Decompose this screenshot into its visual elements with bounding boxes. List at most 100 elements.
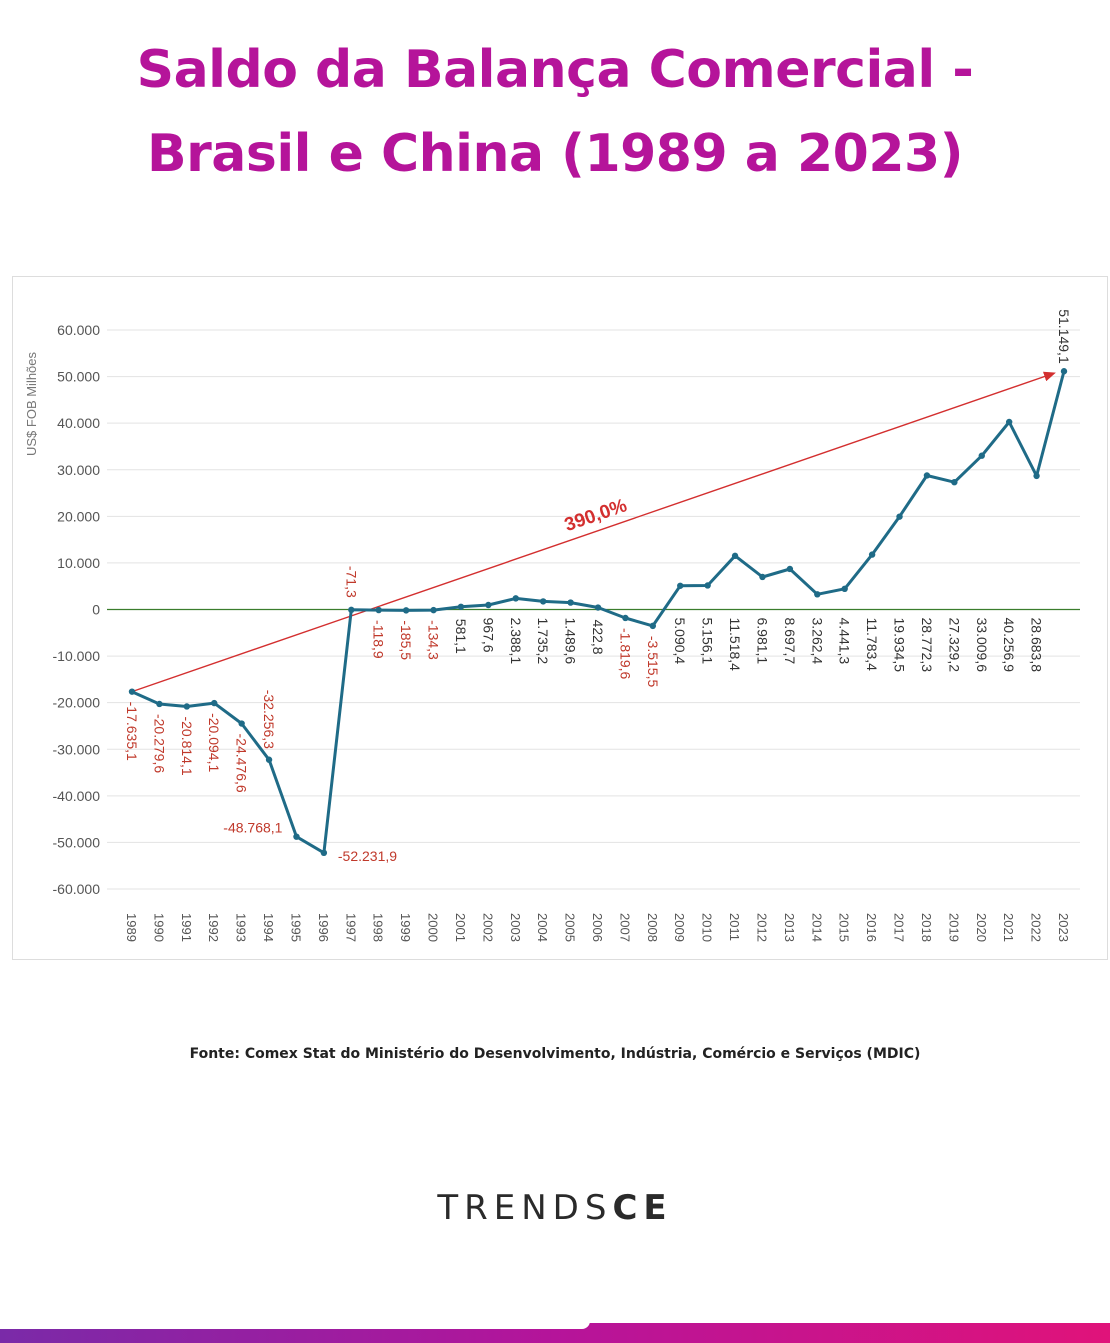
x-tick-label: 2001 <box>453 913 468 942</box>
data-label: 5.156,1 <box>700 618 716 665</box>
data-label: -20.279,6 <box>151 714 167 773</box>
data-point <box>594 604 602 611</box>
data-point <box>293 833 300 840</box>
x-tick-label: 2023 <box>1056 913 1071 942</box>
data-point <box>759 573 766 581</box>
data-label: 33.009,6 <box>974 618 990 673</box>
data-label: 2.388,1 <box>508 618 524 665</box>
x-tick-label: 2003 <box>508 913 523 942</box>
data-point <box>430 606 437 614</box>
x-tick-label: 1996 <box>316 913 331 942</box>
line-chart: 60.000 50.000 40.000 30.000 20.000 10.000 0 -10… <box>12 276 1108 960</box>
data-point <box>1033 472 1040 480</box>
data-point <box>183 703 191 710</box>
y-tick-label: -40.000 <box>53 788 101 804</box>
data-label: 19.934,5 <box>892 618 908 673</box>
data-point <box>567 599 574 606</box>
x-tick-label: 2022 <box>1029 913 1044 942</box>
data-label: -20.094,1 <box>206 713 222 772</box>
data-label: 1.735,2 <box>535 618 551 665</box>
x-tick-label: 1999 <box>398 913 413 942</box>
data-label: -1.819,6 <box>617 628 633 680</box>
y-tick-label: 0 <box>92 602 100 618</box>
x-tick-label: 2008 <box>645 913 660 942</box>
data-label: 967,6 <box>480 618 496 653</box>
x-tick-label: 1989 <box>124 913 139 942</box>
y-tick-label: -30.000 <box>53 741 101 757</box>
x-tick-label: 2017 <box>892 913 907 942</box>
data-point <box>539 598 547 605</box>
data-label: 8.697,7 <box>782 618 798 665</box>
data-label: 6.981,1 <box>754 618 770 665</box>
data-point <box>348 606 355 614</box>
x-tick-label: 2005 <box>563 913 578 942</box>
data-point <box>868 551 876 558</box>
x-tick-label: 2012 <box>754 913 769 942</box>
data-point <box>1060 368 1068 375</box>
data-label: 28.683,8 <box>1029 618 1045 673</box>
x-tick-label: 1991 <box>179 913 194 942</box>
chart-frame <box>12 276 1108 960</box>
data-point <box>320 849 328 857</box>
x-tick-label: 2000 <box>426 913 441 942</box>
x-tick-label: 2020 <box>974 913 989 942</box>
data-point <box>211 699 218 707</box>
x-tick-label: 2002 <box>480 913 495 942</box>
data-point <box>731 552 739 560</box>
data-label: 28.772,3 <box>919 618 935 673</box>
y-axis-label: US$ FOB Milhões <box>24 351 39 456</box>
x-tick-label: 2007 <box>617 913 632 942</box>
x-tick-label: 2015 <box>837 913 852 942</box>
data-point <box>238 720 245 727</box>
y-tick-label: -20.000 <box>53 695 101 711</box>
y-tick-label: -10.000 <box>53 648 101 664</box>
data-point <box>786 565 794 573</box>
data-point <box>265 756 273 763</box>
data-label: -20.814,1 <box>179 716 195 775</box>
data-point <box>402 607 410 614</box>
x-tick-label: 2013 <box>782 913 797 942</box>
data-point <box>704 582 711 589</box>
data-point <box>512 595 519 602</box>
x-tick-label: 1997 <box>343 913 358 942</box>
data-label: 27.329,2 <box>946 618 962 673</box>
x-tick-label: 2014 <box>809 913 824 942</box>
x-tick-label: 2004 <box>535 913 550 942</box>
x-tick-label: 2011 <box>727 913 742 941</box>
title-line-2: Brasil e China (1989 a 2023) <box>147 124 963 184</box>
y-tick-label: 60.000 <box>57 322 100 338</box>
x-tick-label: 2010 <box>700 913 715 942</box>
data-label: -71,3 <box>343 566 359 598</box>
page-title: Saldo da Balança Comercial - Brasil e Ch… <box>0 28 1110 196</box>
data-point <box>814 591 821 598</box>
bottom-bar-notch <box>0 1321 590 1329</box>
data-point <box>156 700 163 708</box>
x-tick-label: 1993 <box>234 913 249 942</box>
x-tick-label: 1994 <box>261 913 276 942</box>
data-point <box>375 606 382 614</box>
data-label: -24.476,6 <box>234 734 250 793</box>
x-tick-label: 2016 <box>864 913 879 942</box>
data-point <box>485 601 492 609</box>
data-label: -134,3 <box>426 620 442 660</box>
brand-logo-bold: CE <box>612 1188 673 1228</box>
data-label: 51.149,1 <box>1056 309 1072 364</box>
y-tick-label: -50.000 <box>53 834 101 850</box>
x-tick-label: 2018 <box>919 913 934 942</box>
data-label: -48.768,1 <box>223 820 282 836</box>
x-tick-label: 2006 <box>590 913 605 942</box>
data-point <box>978 452 985 459</box>
x-tick-label: 2021 <box>1001 913 1016 942</box>
data-label: 1.489,6 <box>563 618 579 665</box>
y-tick-label: 30.000 <box>57 462 100 478</box>
brand-logo-thin: TRENDS <box>437 1188 613 1228</box>
y-tick-label: 50.000 <box>57 369 100 385</box>
data-point <box>1005 418 1013 426</box>
x-tick-label: 1998 <box>371 913 386 942</box>
y-tick-label: -60.000 <box>53 881 101 897</box>
chart-container: 60.000 50.000 40.000 30.000 20.000 10.000 0 -10… <box>12 276 1108 960</box>
data-label: -32.256,3 <box>261 690 277 749</box>
x-tick-label: 2009 <box>672 913 687 942</box>
data-label: -3.515,5 <box>645 636 661 688</box>
data-point <box>923 472 931 479</box>
